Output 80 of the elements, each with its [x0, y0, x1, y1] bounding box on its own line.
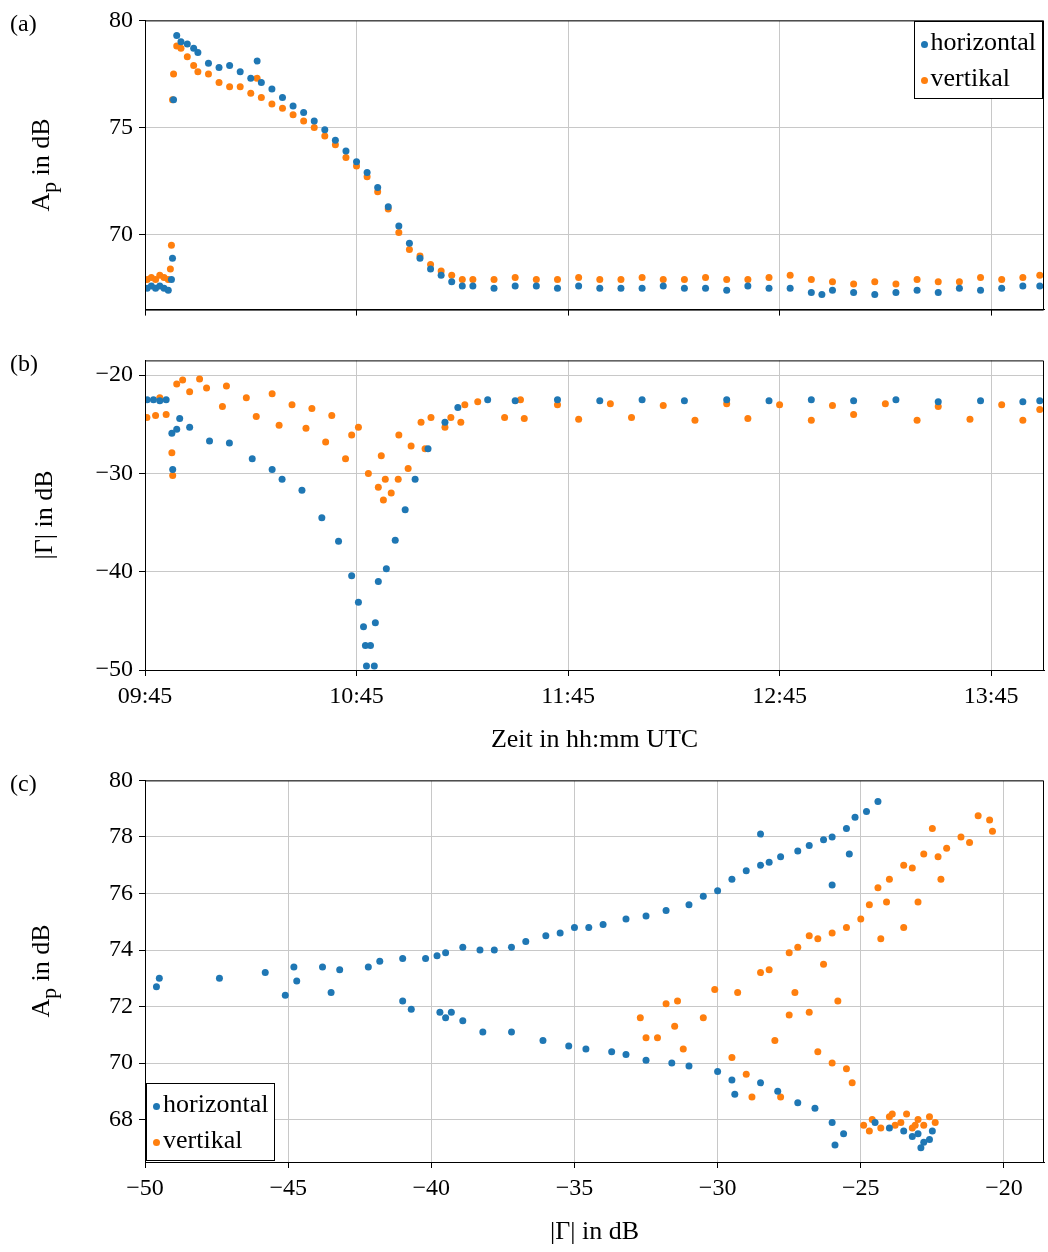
y-tick-label: 80	[109, 5, 133, 32]
point	[225, 439, 233, 447]
text: (b)	[10, 350, 38, 377]
y-tick-label: 70	[109, 219, 133, 246]
point	[411, 475, 419, 483]
point	[206, 437, 214, 445]
x-axis-title: Zeit in hh:mm UTC	[490, 724, 699, 754]
point	[318, 514, 326, 522]
point	[723, 396, 731, 404]
point	[186, 423, 194, 431]
y-tick-label: 76	[109, 878, 133, 905]
point	[278, 475, 286, 483]
x-tick-label: −25	[841, 1173, 880, 1200]
point	[173, 425, 181, 433]
y-axis-title: |Γ| in dB	[29, 470, 59, 560]
point	[977, 397, 985, 405]
point	[268, 466, 276, 473]
point	[162, 396, 170, 404]
point	[248, 455, 256, 463]
point	[454, 404, 462, 412]
point	[391, 536, 399, 544]
y-tick-label: 78	[109, 822, 133, 849]
x-tick-label: 12:45	[752, 681, 807, 708]
point	[638, 396, 646, 404]
point	[401, 506, 409, 514]
point	[596, 397, 604, 405]
point	[370, 662, 378, 670]
point	[382, 565, 390, 573]
legend-label: vertikal	[930, 63, 1010, 93]
point	[371, 619, 379, 627]
point	[680, 397, 688, 405]
y-tick-label: −20	[95, 360, 133, 387]
x-tick-label: 09:45	[117, 681, 173, 708]
point	[298, 486, 306, 494]
point	[441, 418, 449, 426]
x-tick-label: −50	[126, 1173, 164, 1200]
point	[360, 623, 368, 631]
y-tick-label: −50	[95, 655, 133, 682]
x-tick-label: 13:45	[963, 681, 1019, 708]
point	[176, 414, 184, 422]
x-tick-label: −40	[412, 1173, 451, 1200]
x-tick-label: −30	[698, 1173, 737, 1200]
point	[484, 396, 492, 404]
point	[348, 572, 356, 580]
y-tick-label: 80	[109, 765, 133, 792]
y-tick-label: 72	[109, 991, 133, 1018]
point	[168, 429, 176, 437]
point	[335, 537, 343, 545]
x-tick-label: −35	[555, 1173, 594, 1200]
y-tick-label: −30	[95, 458, 133, 485]
text: (a)	[10, 10, 37, 37]
point	[354, 598, 362, 606]
y-tick-label: 68	[109, 1104, 133, 1131]
point	[807, 396, 815, 404]
point	[850, 397, 858, 405]
legend-label: vertikal	[163, 1125, 243, 1154]
x-tick-label: −20	[985, 1173, 1023, 1200]
point	[366, 641, 374, 649]
legend-label: horizontal	[163, 1089, 269, 1118]
point	[169, 466, 177, 473]
point	[511, 397, 519, 405]
y-tick-label: −40	[95, 557, 133, 584]
legend-label: horizontal	[930, 27, 1036, 57]
point	[1019, 398, 1027, 406]
y-tick-label: 74	[109, 935, 133, 962]
x-axis-title: |Γ| in dB	[549, 1216, 640, 1246]
point	[553, 396, 561, 404]
point	[934, 398, 942, 406]
y-tick-label: 75	[109, 112, 133, 139]
x-tick-label: 11:45	[541, 681, 595, 708]
point	[362, 662, 370, 670]
text: (c)	[10, 770, 37, 797]
x-tick-label: −45	[269, 1173, 307, 1200]
y-tick-label: 70	[109, 1048, 133, 1075]
x-tick-label: 10:45	[329, 681, 384, 708]
point	[374, 578, 382, 586]
point	[149, 396, 157, 404]
point	[892, 396, 900, 404]
point	[765, 397, 773, 405]
point	[1036, 397, 1044, 405]
